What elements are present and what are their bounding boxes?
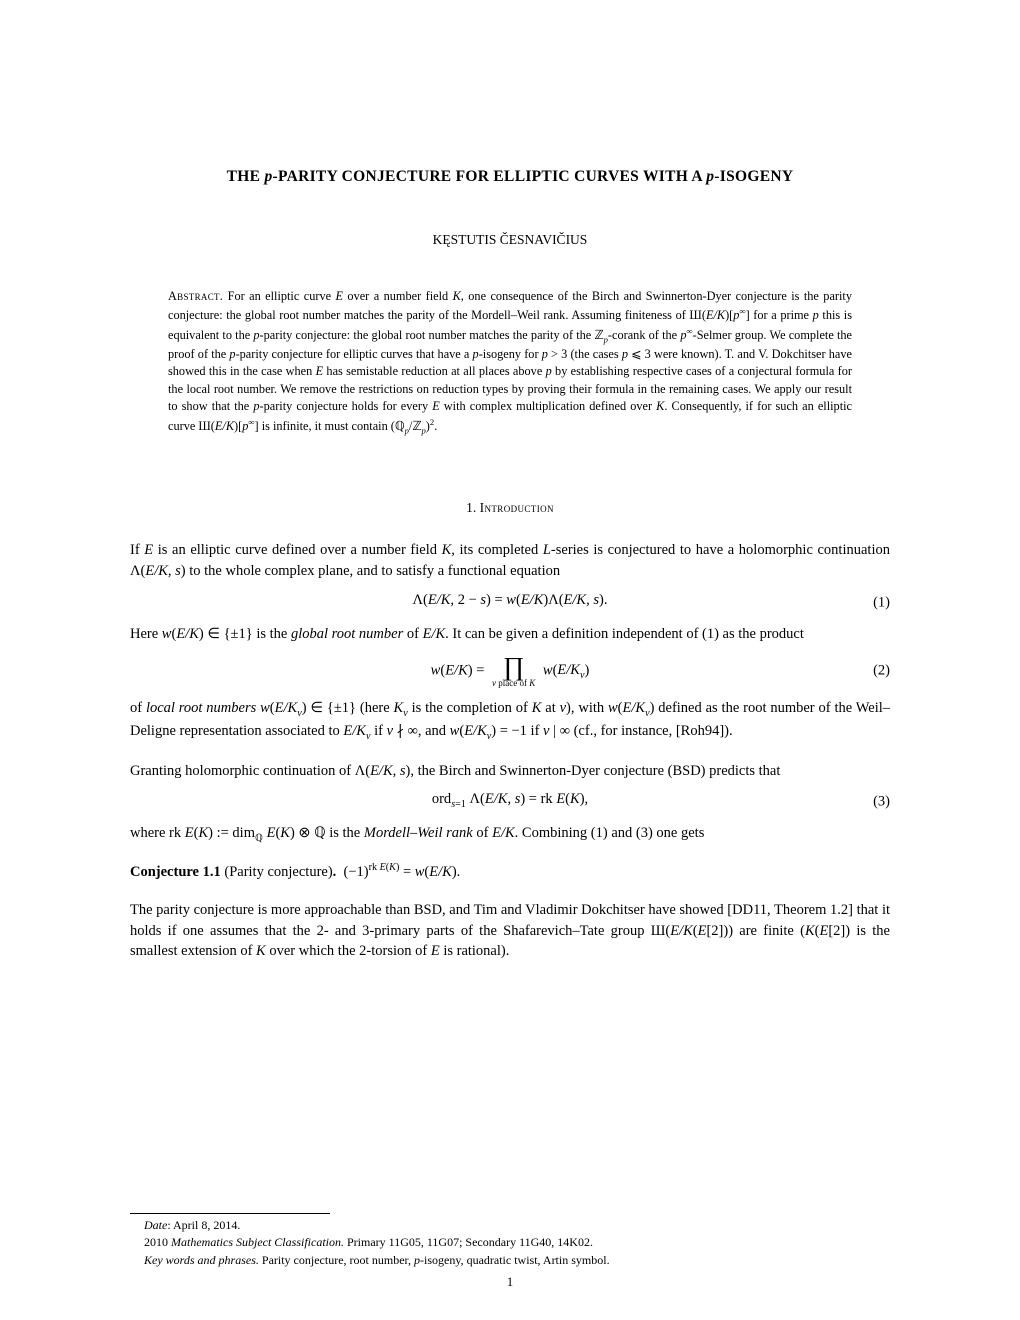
footnote-date: Date: April 8, 2014. xyxy=(130,1217,890,1234)
conjecture-paren: (Parity conjecture) xyxy=(221,863,333,879)
abstract: Abstract. For an elliptic curve E over a… xyxy=(168,288,852,436)
paper-title: THE p-PARITY CONJECTURE FOR ELLIPTIC CUR… xyxy=(130,168,890,186)
conjecture-1-1: Conjecture 1.1 (Parity conjecture). (−1)… xyxy=(130,861,890,882)
intro-para-5: where rk E(K) := dimℚ E(K) ⊗ ℚ is the Mo… xyxy=(130,823,890,846)
intro-para-1: If E is an elliptic curve defined over a… xyxy=(130,540,890,581)
intro-para-2: Here w(E/K) ∈ {±1} is the global root nu… xyxy=(130,624,890,645)
intro-para-3: of local root numbers w(E/Kv) ∈ {±1} (he… xyxy=(130,698,890,745)
msc-value: Primary 11G05, 11G07; Secondary 11G40, 1… xyxy=(344,1235,593,1249)
equation-2: w(E/K) = ∏ v place of K w(E/Kv) (2) xyxy=(130,654,890,688)
section-name: Introduction xyxy=(480,500,554,515)
eqnum-1: (1) xyxy=(873,594,890,611)
product-subscript: v place of K xyxy=(492,678,535,688)
footnote-keywords: Key words and phrases. Parity conjecture… xyxy=(130,1252,890,1269)
keywords-label: Key words and phrases. xyxy=(144,1253,259,1267)
footnote-rule xyxy=(130,1213,330,1214)
page-number: 1 xyxy=(507,1275,513,1290)
footnotes: Date: April 8, 2014. 2010 Mathematics Su… xyxy=(130,1203,890,1270)
author-name: KĘSTUTIS ČESNAVIČIUS xyxy=(130,232,890,248)
abstract-label: Abstract. xyxy=(168,289,223,303)
equation-1: Λ(E/K, 2 − s) = w(E/K)Λ(E/K, s). (1) xyxy=(130,592,890,614)
date-label: Date xyxy=(144,1218,167,1232)
equation-3: ords=1 Λ(E/K, s) = rk E(K), (3) xyxy=(130,791,890,813)
footnote-msc: 2010 Mathematics Subject Classification.… xyxy=(130,1234,890,1251)
eqnum-3: (3) xyxy=(873,794,890,811)
date-value: : April 8, 2014. xyxy=(167,1218,240,1232)
intro-para-6: The parity conjecture is more approachab… xyxy=(130,900,890,962)
eqnum-2: (2) xyxy=(873,663,890,680)
intro-para-4: Granting holomorphic continuation of Λ(E… xyxy=(130,761,890,782)
section-number: 1. xyxy=(466,500,476,515)
conjecture-label: Conjecture 1.1 xyxy=(130,863,221,879)
section-heading-1: 1. Introduction xyxy=(130,500,890,516)
